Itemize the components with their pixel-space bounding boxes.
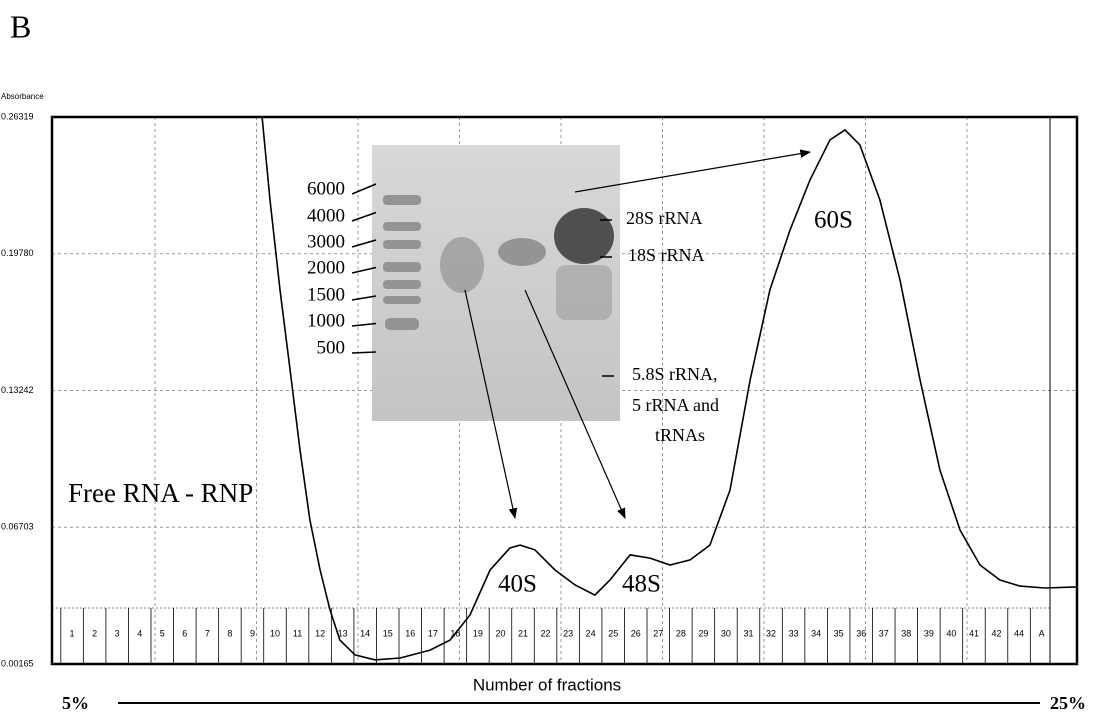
x-tick-label: 27 <box>653 628 663 638</box>
x-tick-label: 44 <box>1014 628 1024 638</box>
band-label: 5 rRNA and <box>632 395 719 415</box>
annotation: 60S <box>814 207 853 234</box>
x-tick-label: 25 <box>608 628 618 638</box>
x-tick-label: A <box>1039 628 1045 638</box>
gel-inset <box>372 145 620 421</box>
x-tick-label: 31 <box>743 628 753 638</box>
x-tick-label: 30 <box>721 628 731 638</box>
x-tick-label: 10 <box>270 628 280 638</box>
x-tick-label: 39 <box>924 628 934 638</box>
x-tick-label: 35 <box>834 628 844 638</box>
band-label: tRNAs <box>655 425 705 445</box>
x-tick-label: 38 <box>901 628 911 638</box>
x-tick-label: 14 <box>360 628 370 638</box>
ladder-label: 1000 <box>307 310 345 331</box>
x-tick-label: 17 <box>428 628 438 638</box>
y-tick-label: 0.19780 <box>1 248 34 258</box>
y-tick-label: 0.06703 <box>1 522 34 532</box>
x-tick-label: 36 <box>856 628 866 638</box>
x-tick-label: 7 <box>205 628 210 638</box>
x-tick-label: 2 <box>92 628 97 638</box>
ladder-label: 4000 <box>307 205 345 226</box>
band-label: 18S rRNA <box>628 245 705 265</box>
x-tick-label: 33 <box>789 628 799 638</box>
y-tick-label: 0.00165 <box>1 658 34 668</box>
band-label: 28S rRNA <box>626 208 703 228</box>
x-tick-label: 19 <box>473 628 483 638</box>
x-tick-label: 4 <box>137 628 142 638</box>
ladder-label: 1500 <box>307 284 345 305</box>
x-tick-label: 11 <box>293 628 302 638</box>
gradient-start: 5% <box>62 693 89 713</box>
x-tick-label: 28 <box>676 628 686 638</box>
y-axis-label: Absorbance <box>1 92 44 101</box>
figure: B Absorbance 123456789101112131415161718… <box>0 0 1095 713</box>
x-tick-label: 16 <box>405 628 415 638</box>
x-tick-label: 42 <box>991 628 1001 638</box>
band-label: 5.8S rRNA, <box>632 364 718 384</box>
x-tick-label: 3 <box>115 628 120 638</box>
x-tick-label: 21 <box>518 628 528 638</box>
x-tick-label: 15 <box>383 628 393 638</box>
x-tick-label: 41 <box>969 628 979 638</box>
ladder-label: 500 <box>317 337 346 358</box>
x-tick-label: 34 <box>811 628 821 638</box>
ladder-label: 2000 <box>307 257 345 278</box>
x-tick-label: 26 <box>631 628 641 638</box>
x-tick-label: 32 <box>766 628 776 638</box>
annotation: Free RNA - RNP <box>68 478 253 508</box>
x-tick-label: 9 <box>250 628 255 638</box>
panel-label: B <box>10 8 31 44</box>
y-tick-label: 0.13242 <box>1 385 34 395</box>
x-tick-label: 20 <box>495 628 505 638</box>
x-tick-label: 5 <box>160 628 165 638</box>
x-tick-label: 22 <box>541 628 551 638</box>
page: {"panel_label": "B", "chart_data": {"typ… <box>0 0 1095 713</box>
x-axis-label: Number of fractions <box>473 675 621 694</box>
x-tick-label: 29 <box>698 628 708 638</box>
ladder-label: 3000 <box>307 231 345 252</box>
x-tick-label: 23 <box>563 628 573 638</box>
ladder-label: 6000 <box>307 178 345 199</box>
x-tick-label: 40 <box>946 628 956 638</box>
annotation: 40S <box>498 571 537 598</box>
annotation: 48S <box>622 571 661 598</box>
x-tick-label: 8 <box>227 628 232 638</box>
y-tick-label: 0.26319 <box>1 111 34 121</box>
x-tick-label: 37 <box>879 628 889 638</box>
x-tick-label: 24 <box>586 628 596 638</box>
gradient-end: 25% <box>1050 693 1086 713</box>
x-tick-label: 6 <box>182 628 187 638</box>
ladder-tick <box>352 352 376 353</box>
x-tick-label: 12 <box>315 628 325 638</box>
x-tick-label: 1 <box>70 628 75 638</box>
